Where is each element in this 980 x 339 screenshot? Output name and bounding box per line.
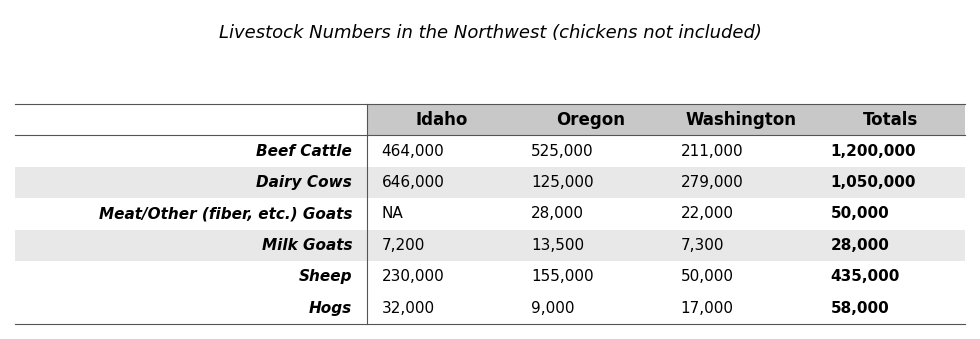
Bar bbox=[15, 167, 965, 198]
Text: Milk Goats: Milk Goats bbox=[262, 238, 352, 253]
Text: 50,000: 50,000 bbox=[830, 206, 889, 221]
Text: 1,050,000: 1,050,000 bbox=[830, 175, 916, 190]
Text: 13,500: 13,500 bbox=[531, 238, 584, 253]
Bar bbox=[367, 104, 965, 135]
Text: Totals: Totals bbox=[862, 111, 918, 129]
Bar bbox=[15, 135, 965, 167]
Text: 22,000: 22,000 bbox=[681, 206, 734, 221]
Text: 230,000: 230,000 bbox=[381, 270, 444, 284]
Text: Dairy Cows: Dairy Cows bbox=[257, 175, 352, 190]
Text: 525,000: 525,000 bbox=[531, 144, 594, 159]
Bar bbox=[15, 261, 965, 293]
Text: Livestock Numbers in the Northwest (chickens not included): Livestock Numbers in the Northwest (chic… bbox=[219, 24, 761, 42]
Text: 435,000: 435,000 bbox=[830, 270, 900, 284]
Text: Meat/Other (fiber, etc.) Goats: Meat/Other (fiber, etc.) Goats bbox=[99, 206, 352, 221]
Text: Washington: Washington bbox=[685, 111, 796, 129]
Text: 464,000: 464,000 bbox=[381, 144, 444, 159]
Text: 7,200: 7,200 bbox=[381, 238, 425, 253]
Bar bbox=[15, 293, 965, 324]
Text: 7,300: 7,300 bbox=[681, 238, 724, 253]
Bar bbox=[15, 230, 965, 261]
Text: 1,200,000: 1,200,000 bbox=[830, 144, 916, 159]
Text: Idaho: Idaho bbox=[416, 111, 467, 129]
Text: Sheep: Sheep bbox=[299, 270, 352, 284]
Text: Hogs: Hogs bbox=[309, 301, 352, 316]
Text: 17,000: 17,000 bbox=[681, 301, 734, 316]
Text: 50,000: 50,000 bbox=[681, 270, 734, 284]
Text: NA: NA bbox=[381, 206, 403, 221]
Text: 28,000: 28,000 bbox=[531, 206, 584, 221]
Text: Oregon: Oregon bbox=[557, 111, 625, 129]
Text: 58,000: 58,000 bbox=[830, 301, 889, 316]
Text: 211,000: 211,000 bbox=[681, 144, 744, 159]
Bar bbox=[15, 198, 965, 230]
Text: 125,000: 125,000 bbox=[531, 175, 594, 190]
Text: Beef Cattle: Beef Cattle bbox=[257, 144, 352, 159]
Text: 279,000: 279,000 bbox=[681, 175, 744, 190]
Text: 646,000: 646,000 bbox=[381, 175, 444, 190]
Text: 155,000: 155,000 bbox=[531, 270, 594, 284]
Text: 9,000: 9,000 bbox=[531, 301, 574, 316]
Text: 32,000: 32,000 bbox=[381, 301, 434, 316]
Text: 28,000: 28,000 bbox=[830, 238, 889, 253]
